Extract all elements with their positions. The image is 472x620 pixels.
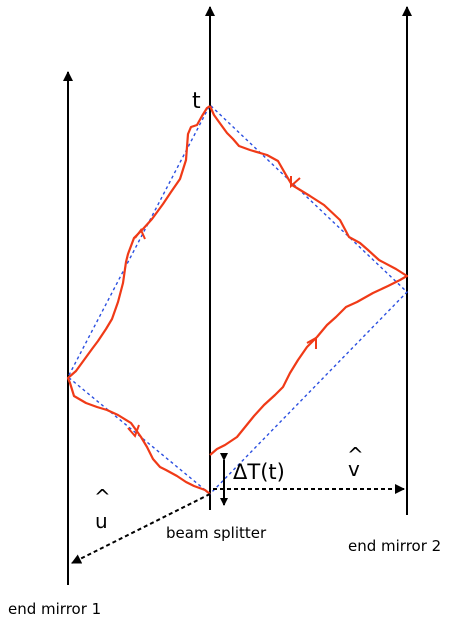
beam-splitter-label: beam splitter: [166, 524, 267, 542]
light-path-arrow-left-upper: [134, 228, 146, 240]
u-hat-caret: ^: [94, 485, 111, 509]
end-mirror-2-label: end mirror 2: [348, 537, 441, 555]
light-path-arrow-left-lower: [127, 424, 140, 438]
light-path-arm-2: [208, 105, 409, 456]
event-t-label: t: [192, 89, 201, 114]
v-hat-caret: ^: [347, 443, 364, 467]
u-hat-basis-arrow: [71, 493, 211, 564]
light-path-arm-1: [66, 105, 211, 495]
light-path-arrow-right-lower: [306, 336, 317, 349]
delta-t-label: ΔT(t): [233, 460, 285, 484]
u-hat-letter: u: [95, 509, 108, 533]
light-path-arrow-right-upper: [290, 176, 301, 189]
null-geodesic-diamond: [67, 103, 408, 495]
v-hat-letter: v: [348, 457, 360, 481]
end-mirror-1-label: end mirror 1: [8, 600, 101, 618]
